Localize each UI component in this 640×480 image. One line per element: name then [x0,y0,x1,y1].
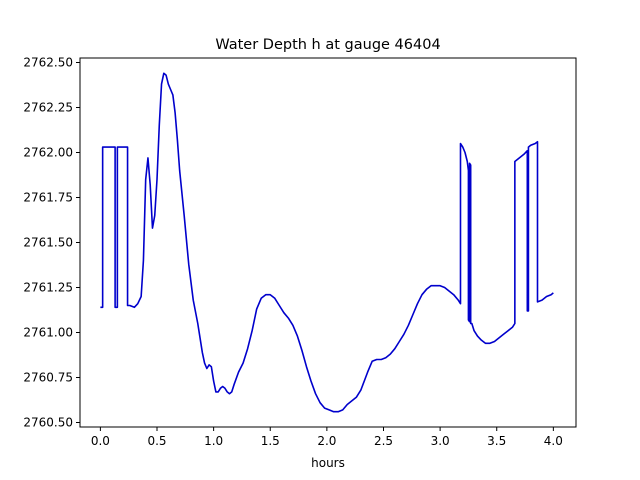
x-tick-label: 2.0 [317,434,336,448]
y-tick-label: 2762.00 [23,146,73,160]
x-tick-label: 4.0 [544,434,563,448]
series-line-0 [100,72,554,413]
series-layer [100,72,554,413]
y-tick-label: 2761.50 [23,236,73,250]
y-tick-label: 2761.25 [23,281,73,295]
y-tick-label: 2761.00 [23,326,73,340]
x-tick-label: 3.5 [487,434,506,448]
x-tick-label: 1.0 [204,434,223,448]
y-tick-label: 2761.75 [23,191,73,205]
chart-title: Water Depth h at gauge 46404 [215,37,440,53]
x-tick-label: 0.5 [147,434,166,448]
y-tick-label: 2762.50 [23,56,73,70]
x-tick-label: 1.5 [261,434,280,448]
y-tick-label: 2760.75 [23,371,73,385]
plot-area [80,58,576,427]
y-tick-label: 2760.50 [23,416,73,430]
y-tick-label: 2762.25 [23,101,73,115]
x-tick-label: 0.0 [91,434,110,448]
x-tick-label: 3.0 [431,434,450,448]
y-axis: 2760.50 2760.75 2761.00 2761.25 2761.50 2761.… [23,56,80,430]
x-axis: 0.0 0.5 1.0 1.5 2.0 2.5 3.0 3.5 4.0 [91,427,563,448]
x-tick-label: 2.5 [374,434,393,448]
x-axis-title: hours [311,456,345,470]
